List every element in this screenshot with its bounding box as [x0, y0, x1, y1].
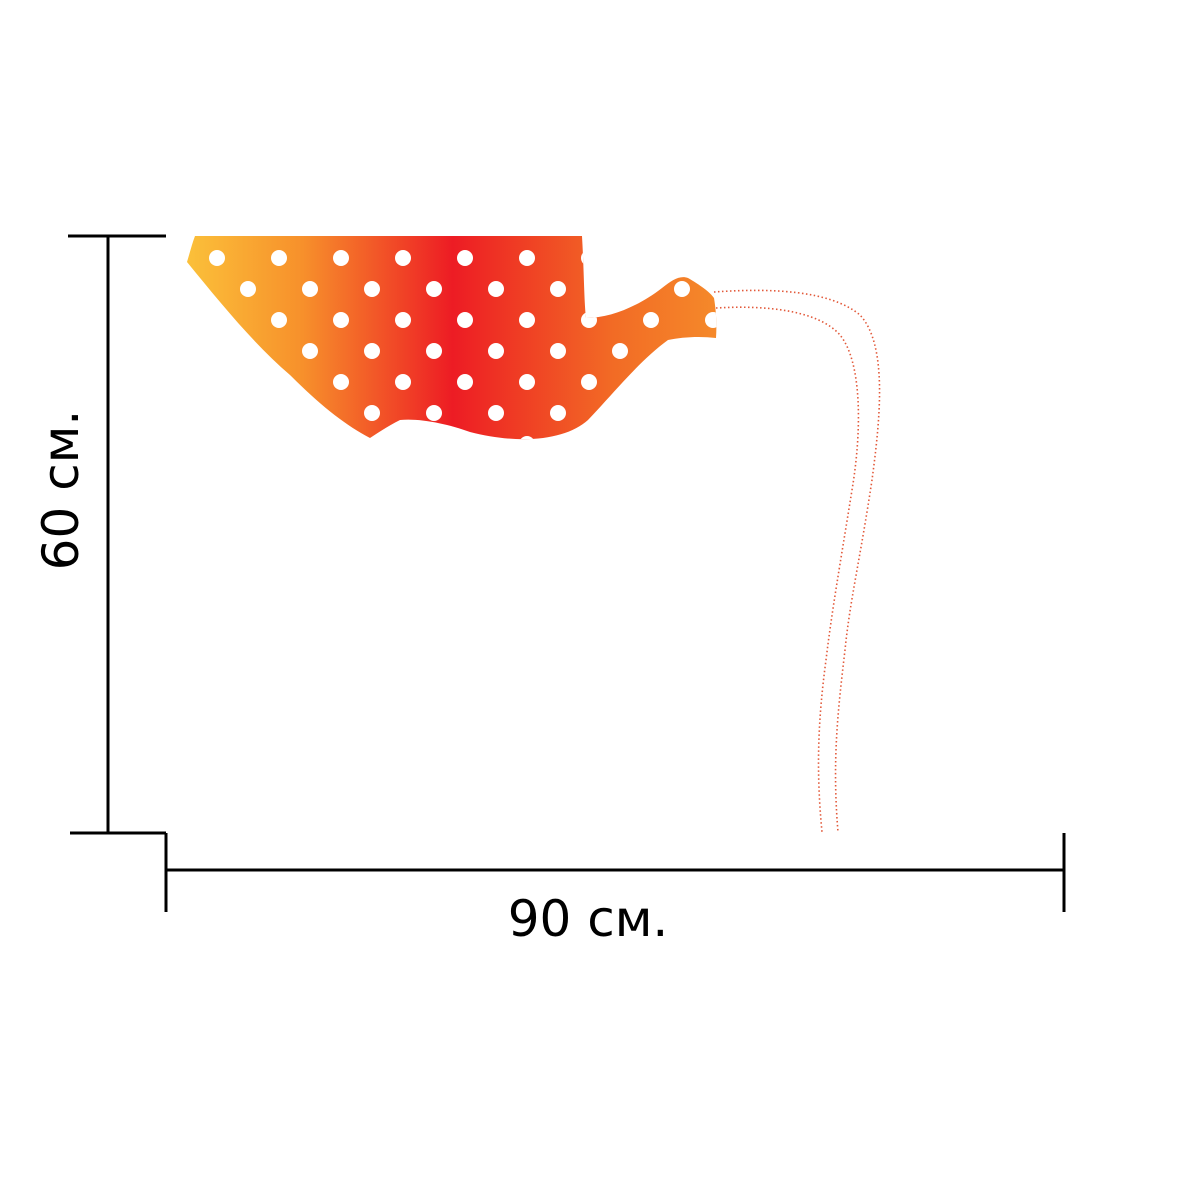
height-dimension [68, 234, 166, 835]
teapot-artwork [187, 236, 717, 440]
height-label: 60 см. [32, 410, 90, 571]
width-dimension [164, 833, 1066, 912]
width-label: 90 см. [508, 890, 669, 948]
tea-stream [713, 289, 881, 833]
